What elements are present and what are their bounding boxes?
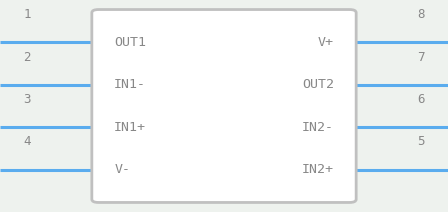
Text: 3: 3 [23,93,30,106]
Text: IN2+: IN2+ [302,163,334,176]
Text: 4: 4 [23,135,30,148]
Text: 2: 2 [23,51,30,64]
Text: 5: 5 [418,135,425,148]
Text: 7: 7 [418,51,425,64]
Text: 6: 6 [418,93,425,106]
Text: IN1-: IN1- [114,78,146,91]
Text: OUT2: OUT2 [302,78,334,91]
Text: OUT1: OUT1 [114,36,146,49]
Text: 1: 1 [23,8,30,21]
Text: V+: V+ [318,36,334,49]
Text: 8: 8 [418,8,425,21]
Text: IN2-: IN2- [302,121,334,134]
Text: IN1+: IN1+ [114,121,146,134]
FancyBboxPatch shape [92,10,356,202]
Text: V-: V- [114,163,130,176]
